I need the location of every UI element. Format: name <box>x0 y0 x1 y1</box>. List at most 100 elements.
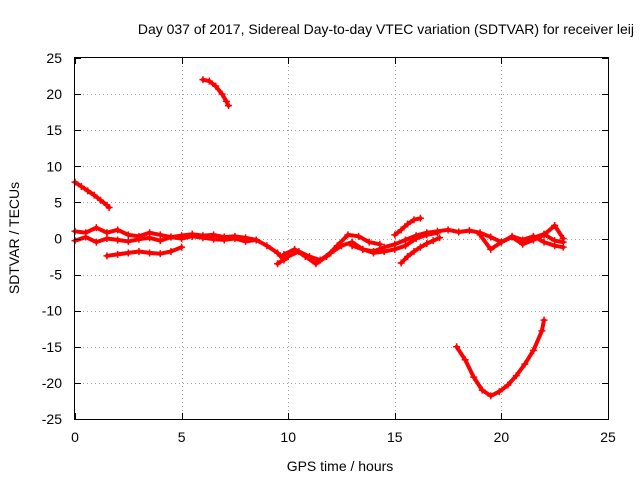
data-point <box>90 191 98 199</box>
data-point <box>416 243 424 251</box>
tick-layer: 0 5 10 15 20 25 25 20 15 10 5 0 -5 -10 -15 -20 -25 <box>42 50 616 445</box>
data-point <box>124 231 132 239</box>
data-point <box>470 373 478 381</box>
series-track-10 <box>391 214 424 239</box>
data-point <box>444 226 452 234</box>
data-point <box>559 235 567 242</box>
series-track-11 <box>476 222 567 253</box>
data-point <box>476 231 484 239</box>
data-point <box>487 392 495 400</box>
data-point <box>559 243 567 251</box>
data-point <box>540 231 548 239</box>
data-point <box>167 233 175 241</box>
y-tick-label: -15 <box>42 339 62 355</box>
data-point <box>416 214 424 222</box>
data-point <box>401 236 409 244</box>
data-point <box>397 226 405 234</box>
series-track-5 <box>103 243 186 260</box>
data-point <box>242 237 250 245</box>
series-track-2 <box>199 76 233 110</box>
data-point <box>280 250 288 258</box>
data-point <box>135 235 143 243</box>
data-point <box>423 229 431 237</box>
y-axis-title: SDTVAR / TECUs <box>6 182 22 294</box>
y-tick-label: -20 <box>42 375 62 391</box>
data-point <box>274 260 282 268</box>
data-point <box>225 102 233 110</box>
data-point <box>455 228 463 236</box>
data-point <box>380 243 388 251</box>
data-point <box>391 240 399 248</box>
y-tick-label: 20 <box>46 86 62 102</box>
data-point <box>222 97 230 105</box>
data-point <box>301 253 309 261</box>
series-track-3 <box>71 224 288 264</box>
data-point <box>199 76 207 84</box>
data-point <box>218 90 226 98</box>
data-point <box>210 235 218 243</box>
data-point <box>512 372 520 380</box>
data-point <box>156 237 164 245</box>
grid <box>75 58 608 419</box>
data-point <box>199 234 207 242</box>
x-tick-label: 15 <box>387 429 403 445</box>
series-track-12 <box>519 232 567 251</box>
data-point <box>167 247 175 255</box>
data-layer <box>71 76 567 400</box>
data-point <box>77 183 85 191</box>
data-point <box>205 77 213 85</box>
data-point <box>105 203 113 211</box>
data-point <box>178 235 186 242</box>
series-line <box>454 318 546 398</box>
data-point <box>504 381 512 389</box>
data-point <box>369 247 377 255</box>
data-point <box>274 249 282 257</box>
data-point <box>231 235 239 242</box>
x-tick-label: 20 <box>494 429 510 445</box>
x-tick-label: 10 <box>280 429 296 445</box>
data-point <box>97 196 105 204</box>
data-point <box>312 260 320 268</box>
data-point <box>497 238 505 246</box>
data-point <box>220 236 228 244</box>
x-tick-label: 0 <box>71 429 79 445</box>
y-tick-label: -5 <box>50 267 63 283</box>
data-point <box>114 236 122 244</box>
y-tick-label: 10 <box>46 158 62 174</box>
data-point <box>84 187 92 195</box>
data-point <box>92 238 100 246</box>
data-point <box>333 242 341 250</box>
y-tick-label: 5 <box>54 194 62 210</box>
data-point <box>404 220 412 228</box>
data-point <box>323 253 331 261</box>
data-point <box>519 236 527 244</box>
data-point <box>124 249 132 257</box>
data-point <box>263 242 271 250</box>
data-point <box>404 253 412 261</box>
data-point <box>465 227 473 235</box>
data-point <box>538 327 546 335</box>
data-point <box>146 234 154 242</box>
series-track-1 <box>71 178 113 211</box>
data-point <box>495 388 503 396</box>
y-tick-label: -10 <box>42 303 62 319</box>
x-tick-label: 25 <box>600 429 616 445</box>
data-point <box>146 249 154 257</box>
data-point <box>178 243 186 251</box>
data-point <box>391 231 399 239</box>
data-point <box>540 238 548 246</box>
data-point <box>461 356 469 364</box>
data-point <box>436 234 444 242</box>
series-track-9 <box>397 234 444 267</box>
data-point <box>92 224 100 232</box>
series-track-13 <box>453 316 548 400</box>
data-point <box>487 233 495 241</box>
series-line <box>281 232 382 266</box>
data-point <box>529 346 537 354</box>
y-tick-label: 25 <box>46 50 62 66</box>
data-point <box>487 245 495 253</box>
data-point <box>453 343 461 351</box>
data-point <box>397 259 405 267</box>
data-point <box>478 386 486 394</box>
data-point <box>433 227 441 235</box>
